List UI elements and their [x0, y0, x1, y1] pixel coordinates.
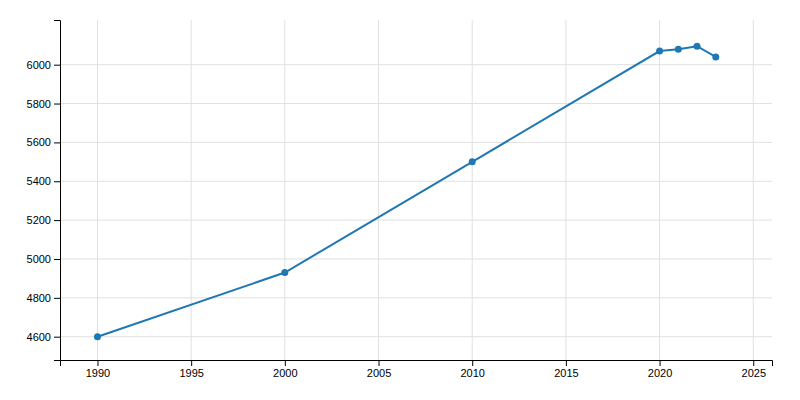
- data-point: [694, 43, 701, 50]
- x-grid-line: [659, 20, 660, 360]
- x-tick-mark: [285, 360, 286, 366]
- x-tick-label: 1995: [179, 367, 203, 379]
- x-tick-mark: [379, 360, 380, 366]
- grid: [60, 20, 772, 360]
- x-tick: 1990: [86, 360, 110, 379]
- x-tick: 2020: [648, 360, 672, 379]
- x-tick: 2010: [460, 360, 484, 379]
- y-tick: 5400: [27, 175, 60, 187]
- data-point: [469, 158, 476, 165]
- y-tick-label: 5800: [27, 98, 51, 110]
- data-point: [281, 269, 288, 276]
- y-tick: 5000: [27, 253, 60, 265]
- x-grid-line: [753, 20, 754, 360]
- x-tick-label: 2025: [742, 367, 766, 379]
- plot-area: [94, 43, 719, 340]
- x-tick-mark: [660, 360, 661, 366]
- y-tick-mark: [54, 298, 60, 299]
- y-tick-mark: [54, 181, 60, 182]
- y-tick: 4800: [27, 292, 60, 304]
- x-grid-line: [191, 20, 192, 360]
- y-axis: 4600 4800 5000 5200 5400 5600 5800 6000: [27, 21, 61, 361]
- data-line: [97, 46, 715, 336]
- x-tick-label: 2010: [460, 367, 484, 379]
- x-tick-label: 2015: [554, 367, 578, 379]
- x-tick-label: 2005: [367, 367, 391, 379]
- y-grid-line: [60, 64, 772, 65]
- y-tick-mark: [54, 142, 60, 143]
- x-tick-mark: [472, 360, 473, 366]
- y-tick-mark: [54, 220, 60, 221]
- x-grid-line: [378, 20, 379, 360]
- data-point: [712, 53, 719, 60]
- data-point: [94, 333, 101, 340]
- chart-svg: 1990 1995 2000 2005 2010 2015 2020 2025 4600 4800…: [0, 0, 800, 400]
- y-tick-label: 4600: [27, 331, 51, 343]
- y-tick-label: 5000: [27, 253, 51, 265]
- y-tick-mark: [54, 337, 60, 338]
- x-axis: 1990 1995 2000 2005 2010 2015 2020 2025: [61, 360, 773, 379]
- y-tick-label: 4800: [27, 292, 51, 304]
- y-tick: 5800: [27, 98, 60, 110]
- x-tick: 2015: [554, 360, 578, 379]
- y-grid-line: [60, 297, 772, 298]
- y-tick: 5200: [27, 214, 60, 226]
- x-tick-mark: [97, 360, 98, 366]
- x-tick-label: 2020: [648, 367, 672, 379]
- x-grid-line: [284, 20, 285, 360]
- x-tick: 1995: [179, 360, 203, 379]
- y-tick: 4600: [27, 331, 60, 343]
- x-tick-mark: [566, 360, 567, 366]
- x-grid-line: [565, 20, 566, 360]
- x-tick: 2005: [367, 360, 391, 379]
- y-tick-mark: [54, 259, 60, 260]
- x-axis-line: [61, 361, 773, 367]
- y-tick-mark: [54, 104, 60, 105]
- x-grid-line: [472, 20, 473, 360]
- y-tick-label: 5200: [27, 214, 51, 226]
- x-tick-label: 1990: [86, 367, 110, 379]
- y-tick: 5600: [27, 136, 60, 148]
- y-tick-label: 5600: [27, 136, 51, 148]
- x-tick: 2000: [273, 360, 297, 379]
- y-grid-line: [60, 181, 772, 182]
- y-grid-line: [60, 258, 772, 259]
- x-grid-line: [97, 20, 98, 360]
- x-tick-mark: [753, 360, 754, 366]
- x-tick: 2025: [742, 360, 766, 379]
- y-tick-mark: [54, 65, 60, 66]
- y-grid-line: [60, 220, 772, 221]
- y-tick-label: 6000: [27, 59, 51, 71]
- y-grid-line: [60, 142, 772, 143]
- data-point: [656, 48, 663, 55]
- y-axis-line: [54, 21, 61, 361]
- data-point: [675, 46, 682, 53]
- x-tick-mark: [191, 360, 192, 366]
- x-tick-label: 2000: [273, 367, 297, 379]
- y-grid-line: [60, 336, 772, 337]
- y-grid-line: [60, 103, 772, 104]
- y-tick: 6000: [27, 59, 60, 71]
- chart-container: 1990 1995 2000 2005 2010 2015 2020 2025 4600 4800…: [0, 0, 800, 400]
- y-tick-label: 5400: [27, 175, 51, 187]
